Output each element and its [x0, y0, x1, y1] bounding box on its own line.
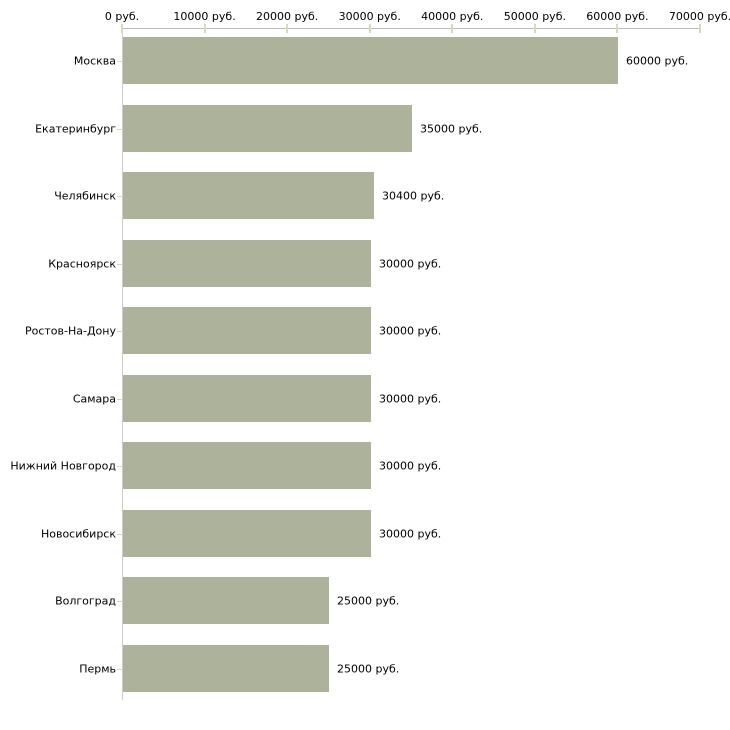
x-tick-mark [203, 24, 206, 33]
x-tick-label: 70000 руб. [668, 10, 730, 23]
x-tick-label: 50000 руб. [503, 10, 566, 23]
x-tick-label: 20000 руб. [256, 10, 319, 23]
y-tick-mark [117, 399, 122, 400]
category-label: Новосибирск [40, 527, 116, 540]
x-tick-label: 10000 руб. [173, 10, 236, 23]
x-tick-label: 0 руб. [104, 10, 140, 23]
bar-5 [123, 307, 371, 354]
value-label: 25000 руб. [337, 662, 400, 675]
x-tick-mark [533, 24, 536, 33]
value-label: 35000 руб. [420, 122, 483, 135]
x-axis-line [122, 28, 701, 29]
bar-8 [123, 510, 371, 557]
y-tick-mark [117, 264, 122, 265]
bar-1 [123, 37, 618, 84]
y-tick-mark [117, 61, 122, 62]
bar-7 [123, 442, 371, 489]
value-label: 30000 руб. [379, 392, 442, 405]
y-tick-mark [117, 534, 122, 535]
y-tick-mark [117, 601, 122, 602]
y-tick-mark [117, 196, 122, 197]
category-label: Ростов-На-Дону [24, 324, 116, 337]
category-label: Челябинск [54, 189, 116, 202]
category-label: Волгоград [55, 594, 116, 607]
value-label: 25000 руб. [337, 594, 400, 607]
value-label: 30000 руб. [379, 459, 442, 472]
category-label: Красноярск [48, 257, 116, 270]
x-tick-label: 30000 руб. [338, 10, 401, 23]
x-tick-mark [699, 24, 701, 33]
x-tick-label: 40000 руб. [421, 10, 484, 23]
y-tick-mark [117, 466, 122, 467]
value-label: 30000 руб. [379, 527, 442, 540]
category-label: Нижний Новгород [10, 459, 116, 472]
value-label: 30000 руб. [379, 257, 442, 270]
bar-3 [123, 172, 374, 219]
y-axis-line [122, 28, 123, 700]
bar-2 [123, 105, 412, 152]
x-tick-mark [286, 24, 289, 33]
y-tick-mark [117, 669, 122, 670]
category-label: Москва [73, 54, 116, 67]
x-tick-mark [121, 24, 123, 33]
category-label: Екатеринбург [35, 122, 116, 135]
bar-9 [123, 577, 329, 624]
y-tick-mark [117, 331, 122, 332]
bar-10 [123, 645, 329, 692]
x-tick-label: 60000 руб. [586, 10, 649, 23]
bar-6 [123, 375, 371, 422]
value-label: 60000 руб. [626, 54, 689, 67]
category-label: Самара [72, 392, 116, 405]
bar-4 [123, 240, 371, 287]
x-tick-mark [616, 24, 619, 33]
value-label: 30400 руб. [382, 189, 445, 202]
x-tick-mark [368, 24, 371, 33]
value-label: 30000 руб. [379, 324, 442, 337]
x-tick-mark [451, 24, 454, 33]
category-label: Пермь [79, 662, 116, 675]
y-tick-mark [117, 129, 122, 130]
